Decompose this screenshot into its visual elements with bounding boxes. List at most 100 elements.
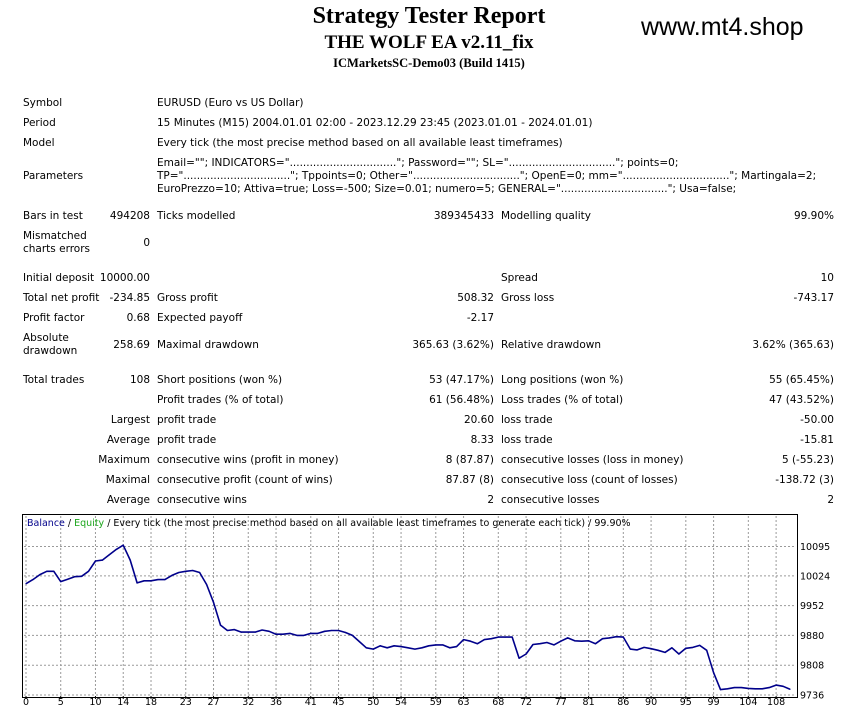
quality-label: Modelling quality: [501, 210, 591, 222]
balance-point: [53, 570, 55, 572]
server-build: ICMarketsSC-Demo03 (Build 1415): [333, 56, 525, 70]
balance-point: [567, 637, 569, 639]
spread-label: Spread: [501, 272, 538, 284]
x-tick-label: 63: [458, 697, 470, 708]
x-tick-label: 90: [645, 697, 657, 708]
balance-point: [518, 657, 520, 659]
average-loss-trade-value: -15.81: [800, 434, 834, 446]
balance-point: [282, 633, 284, 635]
balance-point: [101, 559, 103, 561]
x-tick-label: 18: [145, 697, 157, 708]
absolute-drawdown-label-line1: Absolute: [23, 332, 69, 344]
balance-point: [74, 576, 76, 578]
avg-consecutive-wins-label: consecutive wins: [157, 494, 247, 506]
balance-point: [747, 687, 749, 689]
balance-point: [553, 644, 555, 646]
y-tick-label: 10095: [800, 542, 830, 553]
balance-point: [657, 649, 659, 651]
expected-payoff-label: Expected payoff: [157, 312, 243, 324]
x-tick-label: 36: [270, 697, 282, 708]
profit-factor-label: Profit factor: [23, 312, 85, 324]
avg-consecutive-losses-label: consecutive losses: [501, 494, 600, 506]
balance-point: [483, 638, 485, 641]
balance-point: [143, 580, 145, 582]
maximal-consecutive-loss-value: -138.72 (3): [775, 474, 834, 486]
x-tick-label: 32: [242, 697, 254, 708]
balance-point: [310, 632, 312, 634]
balance-point: [39, 574, 41, 576]
balance-point: [400, 645, 402, 648]
average-loss-trade-label: loss trade: [501, 434, 553, 446]
balance-point: [254, 631, 256, 633]
balance-point: [136, 582, 138, 584]
balance-point: [46, 570, 48, 572]
period-label: Period: [23, 117, 56, 129]
balance-point: [775, 684, 777, 686]
balance-point: [226, 629, 229, 632]
ea-name: THE WOLF EA v2.11_fix: [324, 32, 534, 53]
average-profit-trade-label: profit trade: [157, 434, 217, 446]
balance-point: [560, 640, 562, 642]
balance-point: [497, 636, 499, 638]
balance-point: [664, 651, 666, 653]
balance-point: [713, 672, 715, 674]
y-tick-label: 9952: [800, 601, 824, 612]
balance-point: [108, 554, 110, 556]
balance-point: [726, 688, 729, 690]
maximal-consecutive-profit-value: 87.87 (8): [445, 474, 494, 486]
largest-label: Largest: [110, 414, 150, 426]
x-tick-label: 95: [680, 697, 692, 708]
average-profit-trade-value: 8.33: [470, 434, 494, 446]
legend-equity: Equity: [74, 518, 105, 529]
balance-point: [469, 640, 472, 642]
balance-point: [275, 633, 277, 635]
mismatch-label-line1: Mismatched: [23, 230, 87, 242]
balance-point: [442, 644, 444, 646]
balance-point: [525, 653, 527, 655]
profit-trades-label: Profit trades (% of total): [157, 394, 284, 406]
balance-point: [379, 645, 381, 647]
deposit-label: Initial deposit: [23, 272, 95, 284]
maximal-consecutive-loss-label: consecutive loss (count of losses): [501, 474, 678, 486]
balance-point: [768, 686, 770, 689]
legend-separator: /: [64, 518, 75, 529]
avg-consecutive-wins-value: 2: [487, 494, 494, 506]
x-tick-label: 68: [492, 697, 504, 708]
balance-point: [449, 647, 451, 649]
quality-value: 99.90%: [793, 210, 834, 222]
net-profit-label: Total net profit: [23, 292, 100, 304]
balance-point: [365, 647, 367, 649]
balance-point: [587, 640, 590, 642]
y-tick-label: 9808: [800, 661, 824, 672]
maximal-drawdown-label: Maximal drawdown: [157, 339, 259, 351]
spread-value: 10: [820, 272, 834, 284]
balance-point: [414, 648, 416, 650]
balance-point: [629, 648, 631, 650]
mismatch-value: 0: [143, 237, 150, 249]
balance-point: [129, 559, 131, 561]
balance-point: [60, 581, 62, 583]
y-tick-label: 9880: [800, 631, 824, 642]
x-tick-label: 10: [89, 697, 101, 708]
series-line-balance: [25, 544, 791, 691]
maximal-label: Maximal: [105, 474, 150, 486]
balance-point: [421, 647, 423, 649]
balance-point: [337, 629, 340, 632]
balance-point: [67, 578, 69, 580]
bars-value: 494208: [109, 210, 150, 222]
ticks-value: 389345433: [433, 210, 494, 222]
balance-point: [261, 629, 263, 631]
balance-point: [324, 630, 326, 632]
balance-point: [358, 641, 360, 643]
total-trades-value: 108: [129, 374, 150, 386]
balance-point: [386, 647, 388, 649]
absolute-drawdown-value: 258.69: [113, 339, 150, 351]
balance-point: [511, 636, 513, 638]
ticks-label: Ticks modelled: [157, 210, 236, 222]
balance-point: [185, 570, 187, 572]
watermark-text: www.mt4.shop: [641, 13, 804, 41]
max-consecutive-wins-value: 8 (87.87): [445, 454, 494, 466]
maximal-drawdown-value: 365.63 (3.62%): [412, 339, 494, 351]
balance-point: [581, 640, 583, 642]
